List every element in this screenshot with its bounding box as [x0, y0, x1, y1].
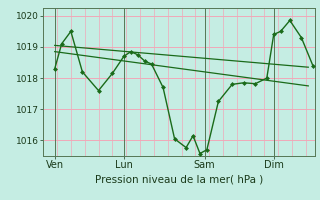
X-axis label: Pression niveau de la mer( hPa ): Pression niveau de la mer( hPa ) [95, 174, 263, 184]
